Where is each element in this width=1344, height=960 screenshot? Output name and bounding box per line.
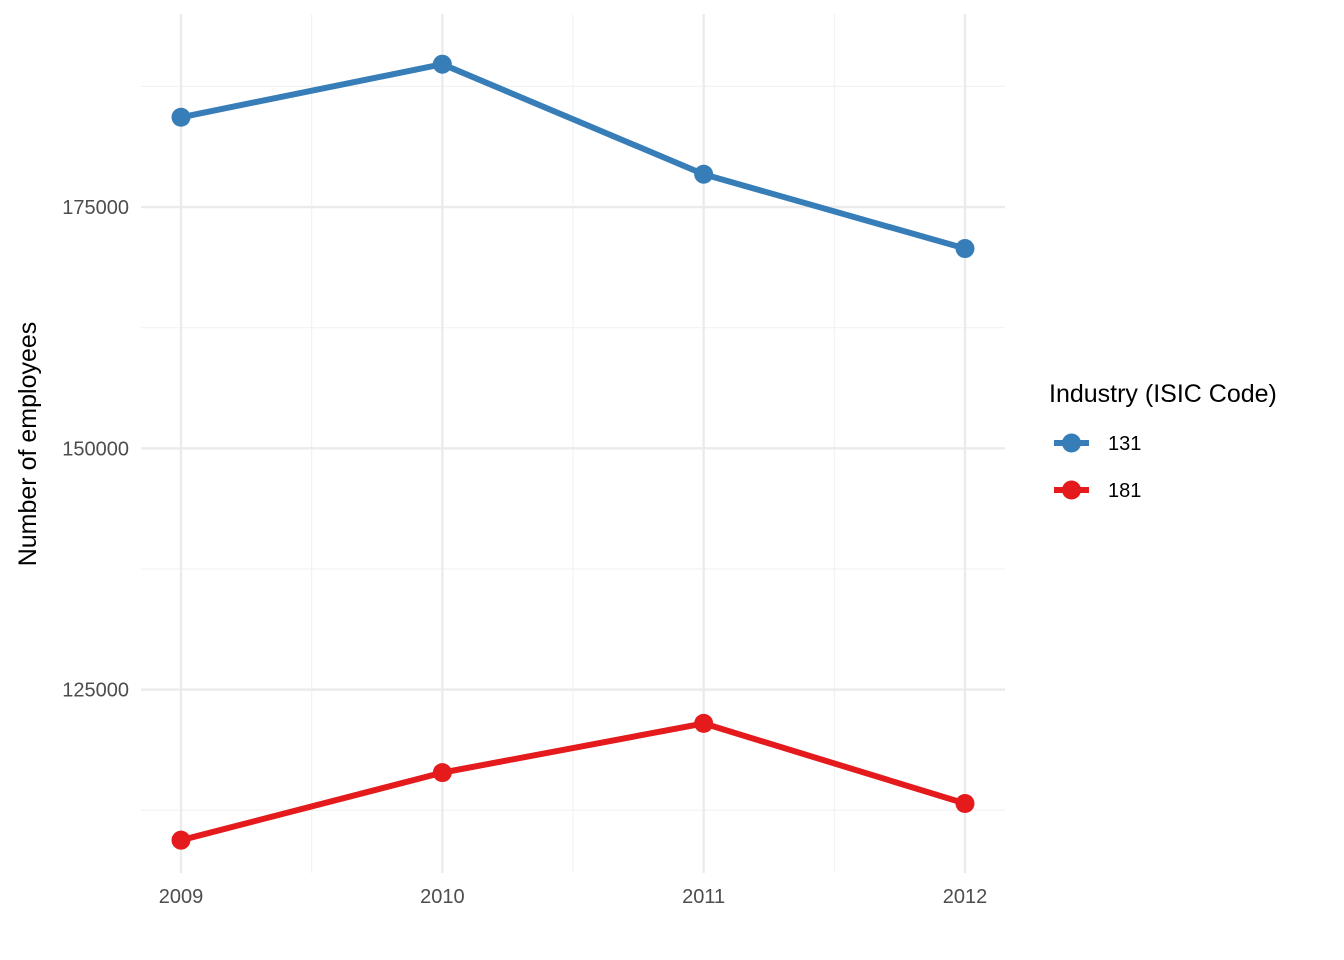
legend-items: 131 181 (1054, 433, 1141, 502)
grid-minor-lines (141, 14, 1005, 873)
y-axis-tick-labels: 125000 150000 175000 (62, 197, 129, 702)
y-tick-label: 150000 (62, 438, 129, 460)
data-point-131 (432, 54, 452, 74)
legend-label-131: 131 (1108, 433, 1141, 455)
legend-title: Industry (ISIC Code) (1049, 380, 1277, 408)
y-tick-label: 175000 (62, 197, 129, 219)
x-tick-label: 2009 (159, 886, 204, 908)
data-point-181 (955, 794, 975, 814)
series-line-131 (180, 61, 966, 252)
series-line-181 (180, 720, 966, 844)
data-point-181 (432, 763, 452, 783)
data-point-181 (694, 713, 714, 733)
data-point-131 (171, 107, 191, 127)
series-points (171, 54, 975, 850)
legend-label-181: 181 (1108, 480, 1141, 502)
x-tick-label: 2011 (682, 886, 725, 908)
x-tick-label: 2010 (420, 886, 465, 908)
data-point-131 (955, 239, 975, 259)
legend-key-point-131 (1062, 433, 1081, 453)
legend-key-point-181 (1062, 480, 1081, 500)
legend: Industry (ISIC Code) 131 181 (1049, 380, 1277, 502)
x-axis-tick-labels: 2009 2010 2011 2012 (159, 886, 988, 908)
data-point-131 (694, 164, 714, 184)
x-tick-label: 2012 (943, 886, 988, 908)
series-lines (180, 61, 966, 844)
data-point-181 (171, 830, 191, 850)
y-tick-label: 125000 (62, 680, 129, 702)
y-axis-title: Number of employees (14, 322, 42, 567)
